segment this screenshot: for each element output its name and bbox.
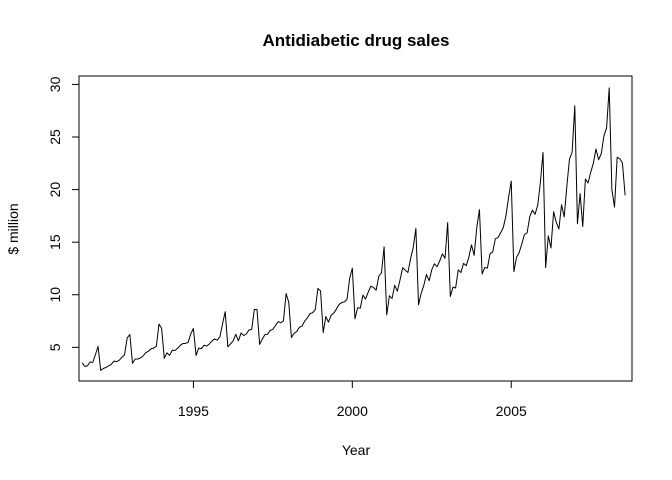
y-axis: 5 10 15 20 25 30 [47,76,80,351]
y-tick-label: 30 [47,76,63,92]
y-tick-label: 20 [47,182,63,198]
x-tick-label: 2000 [337,403,368,419]
x-tick-label: 1995 [178,403,209,419]
x-axis: 1995 2000 2005 [178,380,527,419]
y-tick-label: 10 [47,287,63,303]
x-tick-label: 2005 [496,403,527,419]
y-axis-label: $ million [5,203,21,254]
chart-title: Antidiabetic drug sales [262,31,449,50]
series-line [81,87,626,371]
y-tick-label: 5 [47,343,63,351]
x-axis-label: Year [342,442,371,458]
y-tick-label: 15 [47,234,63,250]
y-tick-label: 25 [47,129,63,145]
